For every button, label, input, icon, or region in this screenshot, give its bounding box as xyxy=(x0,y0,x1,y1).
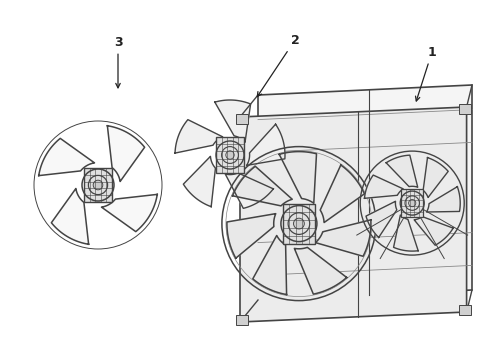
Polygon shape xyxy=(215,100,250,143)
Polygon shape xyxy=(294,247,347,294)
Polygon shape xyxy=(365,175,403,198)
Polygon shape xyxy=(107,126,145,181)
Polygon shape xyxy=(39,138,95,176)
Circle shape xyxy=(409,199,416,207)
Polygon shape xyxy=(258,85,472,300)
Text: 1: 1 xyxy=(416,45,437,101)
Polygon shape xyxy=(423,158,448,198)
Polygon shape xyxy=(414,217,453,245)
Circle shape xyxy=(226,151,234,159)
Circle shape xyxy=(294,218,304,229)
Polygon shape xyxy=(183,156,216,207)
Polygon shape xyxy=(316,220,371,256)
Polygon shape xyxy=(227,213,276,258)
Polygon shape xyxy=(279,152,317,203)
Polygon shape xyxy=(386,155,418,187)
Text: 3: 3 xyxy=(114,36,122,88)
Polygon shape xyxy=(426,187,460,212)
Polygon shape xyxy=(240,107,466,322)
Polygon shape xyxy=(101,194,157,231)
Polygon shape xyxy=(232,166,292,206)
Bar xyxy=(459,305,470,315)
Polygon shape xyxy=(246,124,285,165)
Polygon shape xyxy=(253,235,287,294)
Bar xyxy=(84,168,112,202)
Bar xyxy=(236,315,248,325)
Bar xyxy=(283,204,315,244)
Bar xyxy=(216,137,244,173)
Bar xyxy=(401,189,423,217)
Circle shape xyxy=(93,180,103,190)
Bar xyxy=(459,104,470,114)
Text: 2: 2 xyxy=(257,33,299,96)
Polygon shape xyxy=(51,189,89,244)
Polygon shape xyxy=(393,215,418,251)
Polygon shape xyxy=(175,120,222,153)
Polygon shape xyxy=(225,173,273,208)
Polygon shape xyxy=(320,165,365,222)
Polygon shape xyxy=(366,201,397,238)
Bar xyxy=(236,114,248,124)
